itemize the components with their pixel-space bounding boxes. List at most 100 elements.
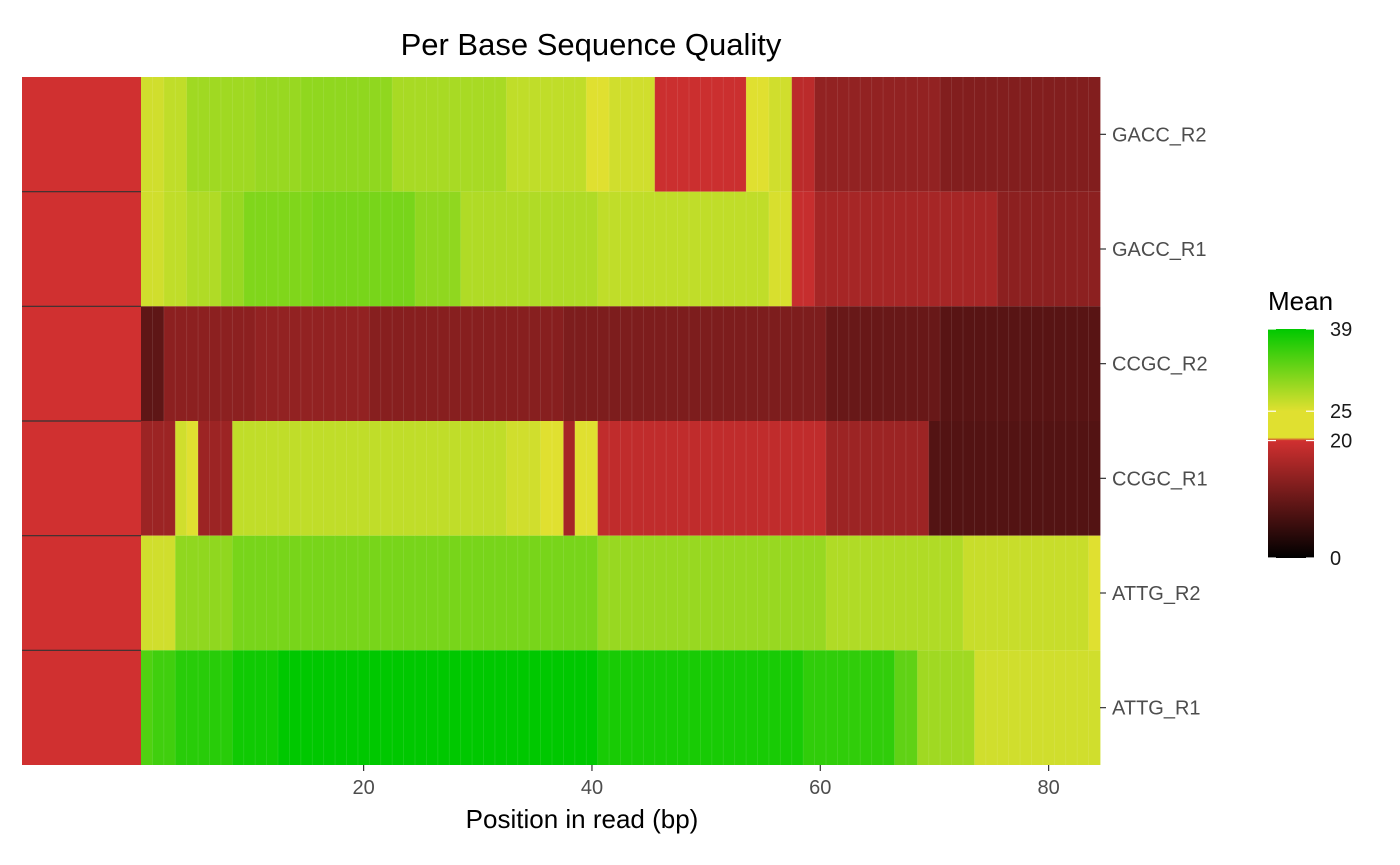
heatmap-cell [1008,306,1021,421]
heatmap-cell [609,77,621,192]
heatmap-cell [620,77,633,192]
heatmap-cell [951,650,964,765]
heatmap-cell [1008,421,1021,536]
heatmap-cell [380,306,393,421]
heatmap-cell [494,650,507,765]
heatmap-cell [357,306,370,421]
heatmap-cell [837,306,850,421]
heatmap-cell [609,191,621,307]
heatmap-cell [278,191,290,307]
heatmap-cell [780,306,793,421]
heatmap-grid [141,77,1101,765]
heatmap-cell [574,421,587,536]
heatmap-cell [1020,650,1032,765]
heatmap-cell [255,191,267,307]
heatmap-cell [974,306,987,421]
heatmap-cell [1031,421,1044,536]
heatmap-cell [940,535,952,651]
heatmap-cell [289,306,302,421]
heatmap-cell [620,306,633,421]
heatmap-cell [380,650,393,765]
heatmap-cell [255,421,267,536]
heatmap-cell [346,650,359,765]
heatmap-cell [643,650,656,765]
heatmap-cell [369,191,382,307]
heatmap-cell [369,535,382,651]
heatmap-cell [335,535,347,651]
heatmap-cell [689,421,701,536]
y-tick-label: GACC_R2 [1112,124,1206,146]
y-tick-label: GACC_R1 [1112,239,1206,261]
heatmap-cell [803,306,815,421]
heatmap-cell [494,77,507,192]
heatmap-cell [905,191,918,307]
heatmap-cell [928,306,941,421]
heatmap-cell [220,191,233,307]
heatmap-cell [586,306,599,421]
heatmap-cell [768,421,781,536]
row-label-block [22,421,141,536]
heatmap-cell [198,650,210,765]
heatmap-cell [803,191,815,307]
heatmap-cell [1077,421,1089,536]
heatmap-cell [917,535,930,651]
heatmap-cell [848,306,861,421]
heatmap-cell [963,306,975,421]
heatmap-cell [905,421,918,536]
heatmap-cell [814,306,827,421]
heatmap-cell [540,77,553,192]
heatmap-cell [894,535,907,651]
heatmap-cell [871,77,884,192]
heatmap-cell [186,650,199,765]
heatmap-cell [437,306,450,421]
heatmap-cell [1088,650,1101,765]
heatmap-cell [323,535,336,651]
heatmap-cell [323,306,336,421]
heatmap-cell [689,77,701,192]
heatmap-cell [609,306,621,421]
heatmap-cell [1020,191,1032,307]
heatmap-cell [711,421,724,536]
heatmap-cell [746,306,758,421]
heatmap-cell [152,77,165,192]
heatmap-cell [563,535,576,651]
heatmap-cell [620,650,633,765]
heatmap-cell [335,77,347,192]
heatmap-cell [255,306,267,421]
heatmap-cell [848,650,861,765]
heatmap-cell [1031,77,1044,192]
heatmap-cell [883,535,895,651]
heatmap-cell [723,650,736,765]
heatmap-cell [860,421,873,536]
heatmap-cell [552,191,564,307]
heatmap-cell [335,191,347,307]
heatmap-cell [574,77,587,192]
heatmap-cell [1031,650,1044,765]
heatmap-cell [985,421,998,536]
heatmap-cell [483,191,496,307]
heatmap-cell [757,77,770,192]
y-axis: GACC_R2 GACC_R1 CCGC_R2 CCGC_R1 ATTG_R2 ATTG_… [1100,124,1208,720]
heatmap-cell [757,306,770,421]
legend-title: Mean [1268,286,1333,316]
heatmap-cell [689,191,701,307]
heatmap-cell [951,191,964,307]
heatmap-cell [175,421,188,536]
heatmap-cell [1088,421,1101,536]
heatmap-cell [415,191,427,307]
heatmap-cell [255,535,267,651]
heatmap-cell [220,535,233,651]
heatmap-cell [357,650,370,765]
heatmap-cell [894,306,907,421]
heatmap-cell [1008,535,1021,651]
heatmap-cell [1065,191,1078,307]
heatmap-cell [220,77,233,192]
heatmap-cell [494,191,507,307]
heatmap-cell [1020,77,1032,192]
heatmap-cell [209,306,222,421]
heatmap-cell [380,191,393,307]
heatmap-cell [346,191,359,307]
legend-tick-label: 25 [1330,401,1352,423]
heatmap-cell [415,306,427,421]
heatmap-cell [985,306,998,421]
